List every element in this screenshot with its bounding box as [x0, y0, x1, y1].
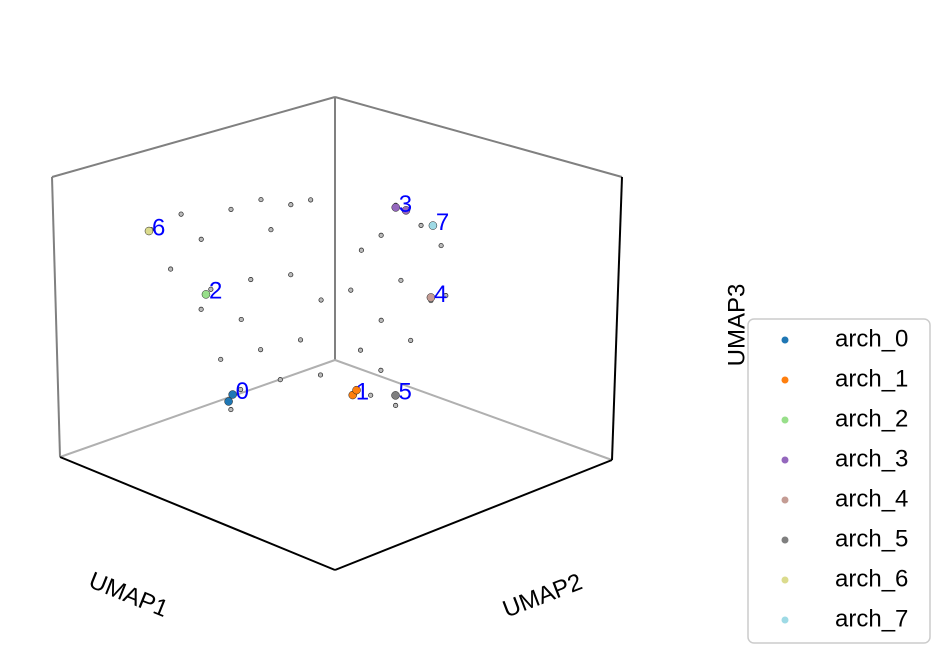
cell-point — [238, 316, 244, 323]
cell-point — [317, 372, 324, 378]
cell-point — [358, 247, 364, 253]
archetype-point — [352, 385, 361, 395]
archetype-point — [428, 221, 438, 230]
box-edge — [59, 456, 336, 571]
cell-point — [228, 206, 234, 212]
cell-point — [208, 286, 214, 292]
archetype-annotation: 4 — [434, 281, 447, 308]
axes-box — [51, 96, 623, 571]
z-axis-label: UMAP3 — [723, 284, 750, 367]
archetype-point — [144, 226, 154, 236]
cell-point — [378, 317, 384, 323]
cell-point — [288, 272, 294, 278]
legend-label: arch_1 — [835, 365, 908, 392]
legend-label: arch_6 — [835, 565, 908, 592]
archetype-point — [426, 293, 436, 302]
cell-point — [438, 243, 444, 249]
box-edge — [51, 96, 336, 178]
legend-label: arch_7 — [835, 605, 908, 632]
archetype-point — [391, 391, 400, 400]
y-axis-label: UMAP2 — [499, 569, 586, 624]
box-edge — [334, 459, 613, 571]
cell-point — [198, 306, 204, 312]
cell-point — [408, 337, 414, 343]
cell-point — [443, 293, 449, 299]
cell-point — [398, 277, 404, 283]
cell-point — [268, 227, 274, 233]
archetype-annotation: 1 — [356, 378, 369, 405]
box-edge — [334, 96, 623, 178]
cell-point — [288, 202, 294, 208]
archetype-point — [224, 397, 233, 406]
cell-point — [178, 211, 184, 217]
cell-point — [258, 347, 264, 353]
legend-label: arch_2 — [835, 405, 908, 432]
cell-point — [297, 337, 304, 343]
archetype-point — [401, 206, 411, 215]
box-edge — [51, 176, 61, 458]
cell-point — [258, 197, 264, 203]
cell-point — [198, 236, 204, 242]
legend-box — [747, 318, 931, 644]
cell-point — [238, 386, 244, 393]
cell-point — [218, 356, 224, 362]
legend-label: arch_4 — [835, 485, 908, 512]
legend-label: arch_0 — [835, 325, 908, 352]
archetype-annotation: 2 — [209, 278, 222, 305]
legend-marker — [781, 576, 789, 584]
archetype-annotation: 3 — [399, 191, 412, 218]
cell-point — [228, 407, 234, 413]
archetype-point — [201, 290, 211, 299]
cell-point — [308, 197, 314, 203]
legend-marker — [781, 376, 789, 384]
box-edge — [334, 359, 613, 461]
cell-point — [378, 232, 384, 238]
archetype-annotation: 7 — [436, 209, 449, 236]
cell-point — [393, 402, 399, 408]
cell-point — [357, 347, 364, 353]
cell-point — [348, 287, 354, 293]
cell-point — [248, 277, 254, 283]
legend-marker — [781, 416, 789, 424]
archetype-point — [228, 390, 237, 399]
cell-point — [368, 392, 374, 398]
legend-marker — [781, 336, 789, 344]
x-axis-label: UMAP1 — [85, 567, 172, 623]
cell-point — [168, 266, 174, 272]
cell-point — [378, 367, 384, 373]
archetype-annotation: 0 — [236, 378, 249, 405]
cell-point — [418, 222, 424, 228]
cell-point — [277, 377, 283, 383]
box-edge — [59, 359, 336, 458]
archetype-annotation: 6 — [152, 214, 165, 241]
legend-label: arch_3 — [835, 445, 908, 472]
legend-marker — [781, 496, 789, 504]
legend-marker — [781, 456, 789, 464]
legend-label: arch_5 — [835, 525, 908, 552]
box-edge — [611, 176, 623, 461]
cell-point — [318, 297, 324, 303]
legend-marker — [781, 616, 789, 624]
legend-marker — [781, 536, 789, 544]
archetype-annotation: 5 — [399, 379, 412, 406]
archetype-point — [391, 203, 400, 212]
